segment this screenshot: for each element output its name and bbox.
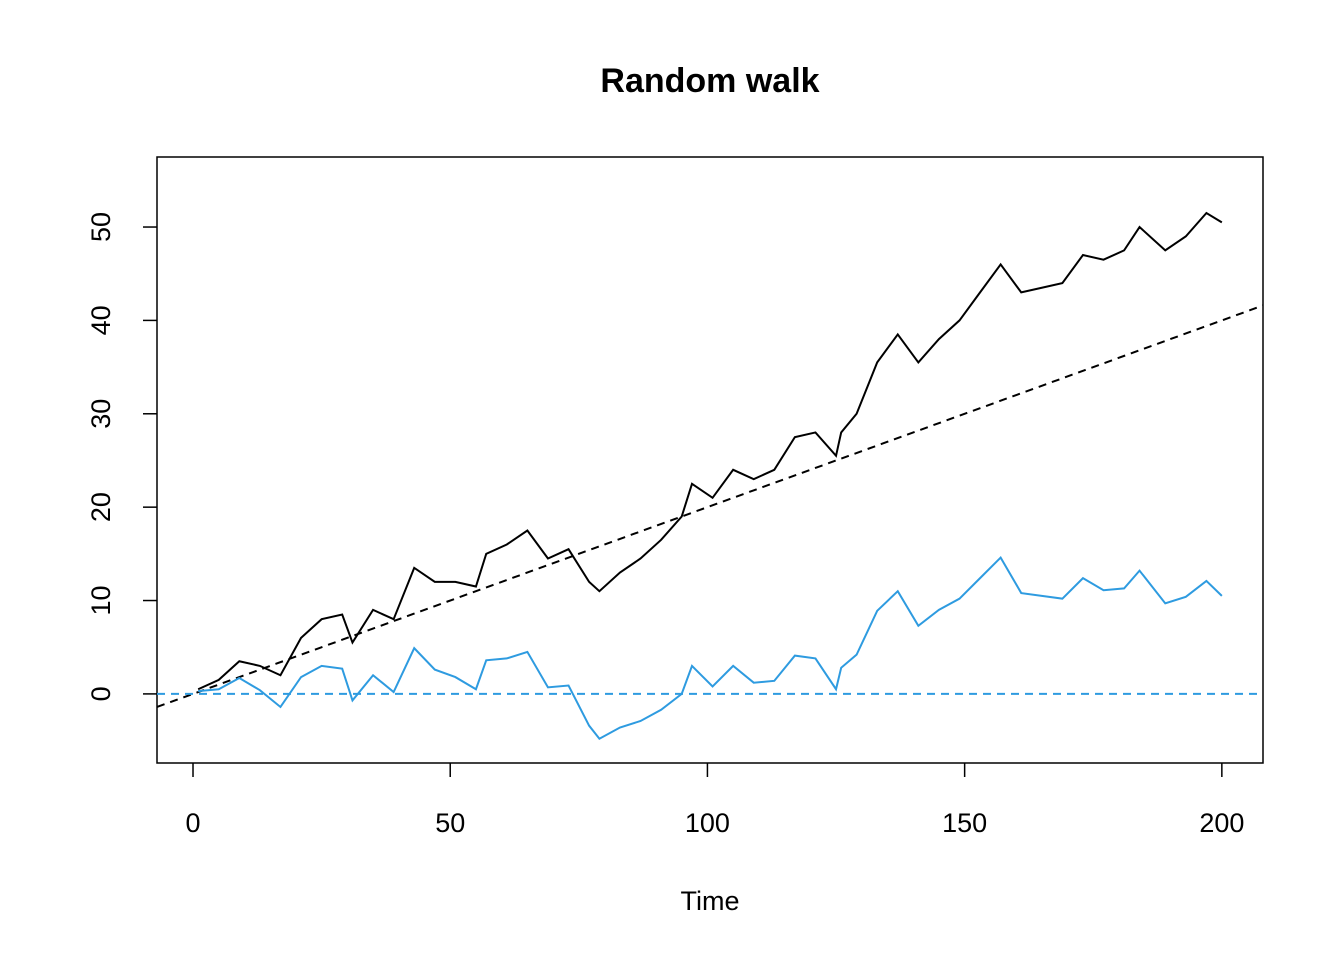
y-tick-label: 10 xyxy=(86,586,116,616)
x-tick-label: 50 xyxy=(435,808,465,838)
x-tick-label: 200 xyxy=(1199,808,1244,838)
series-line xyxy=(197,211,1223,691)
series-line xyxy=(198,555,1223,741)
y-tick-label: 40 xyxy=(86,305,116,335)
plot-frame xyxy=(156,156,1264,764)
plot-area xyxy=(157,211,1263,741)
x-tick-label: 0 xyxy=(185,808,200,838)
chart-title: Random walk xyxy=(600,62,819,100)
x-axis-label: Time xyxy=(681,886,740,916)
y-tick-label: 50 xyxy=(86,212,116,242)
y-tick-label: 30 xyxy=(86,399,116,429)
y-tick-label: 20 xyxy=(86,492,116,522)
y-tick-label: 0 xyxy=(86,686,116,701)
x-tick-label: 100 xyxy=(685,808,730,838)
reference-line xyxy=(157,304,1263,708)
x-tick-label: 150 xyxy=(942,808,987,838)
